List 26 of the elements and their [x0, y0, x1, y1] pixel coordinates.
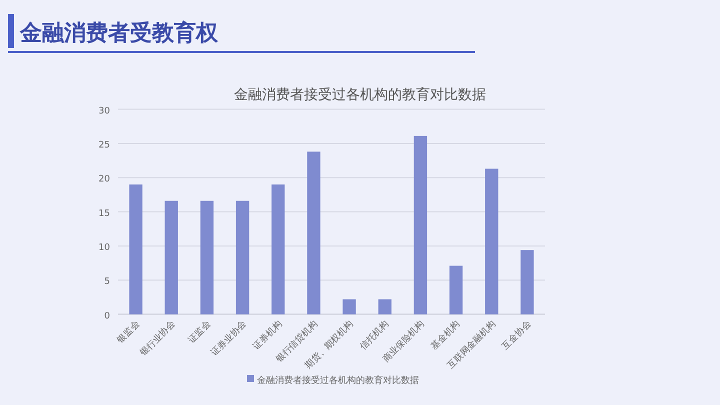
bar	[129, 184, 142, 314]
y-tick-label: 25	[98, 140, 110, 150]
x-tick-label: 银监会	[114, 318, 142, 346]
chart-title: 金融消费者受教育权	[19, 20, 219, 46]
bar	[449, 266, 463, 314]
x-tick-label: 证券机构	[251, 318, 284, 352]
y-tick-label: 20	[98, 174, 110, 185]
bar	[200, 200, 214, 314]
legend-label: 金融消费者接受过各机构的教育对比数据	[257, 375, 419, 386]
y-tick-label: 10	[98, 242, 110, 253]
bar	[414, 136, 428, 314]
bar	[520, 250, 534, 314]
bar	[378, 299, 392, 314]
y-tick-label: 15	[98, 208, 110, 219]
y-tick-label: 5	[104, 277, 110, 288]
bar	[236, 200, 250, 314]
x-tick-label: 信托机构	[358, 318, 391, 352]
bar	[485, 168, 498, 314]
y-tick-label: 0	[104, 311, 110, 322]
bar	[342, 299, 356, 314]
bar	[307, 152, 320, 314]
bar	[272, 184, 285, 314]
y-tick-label: 30	[98, 106, 110, 116]
x-tick-label: 互金协会	[500, 318, 534, 352]
chart-subtitle: 金融消费者接受过各机构的教育对比数据	[234, 86, 486, 103]
bar	[164, 200, 178, 314]
